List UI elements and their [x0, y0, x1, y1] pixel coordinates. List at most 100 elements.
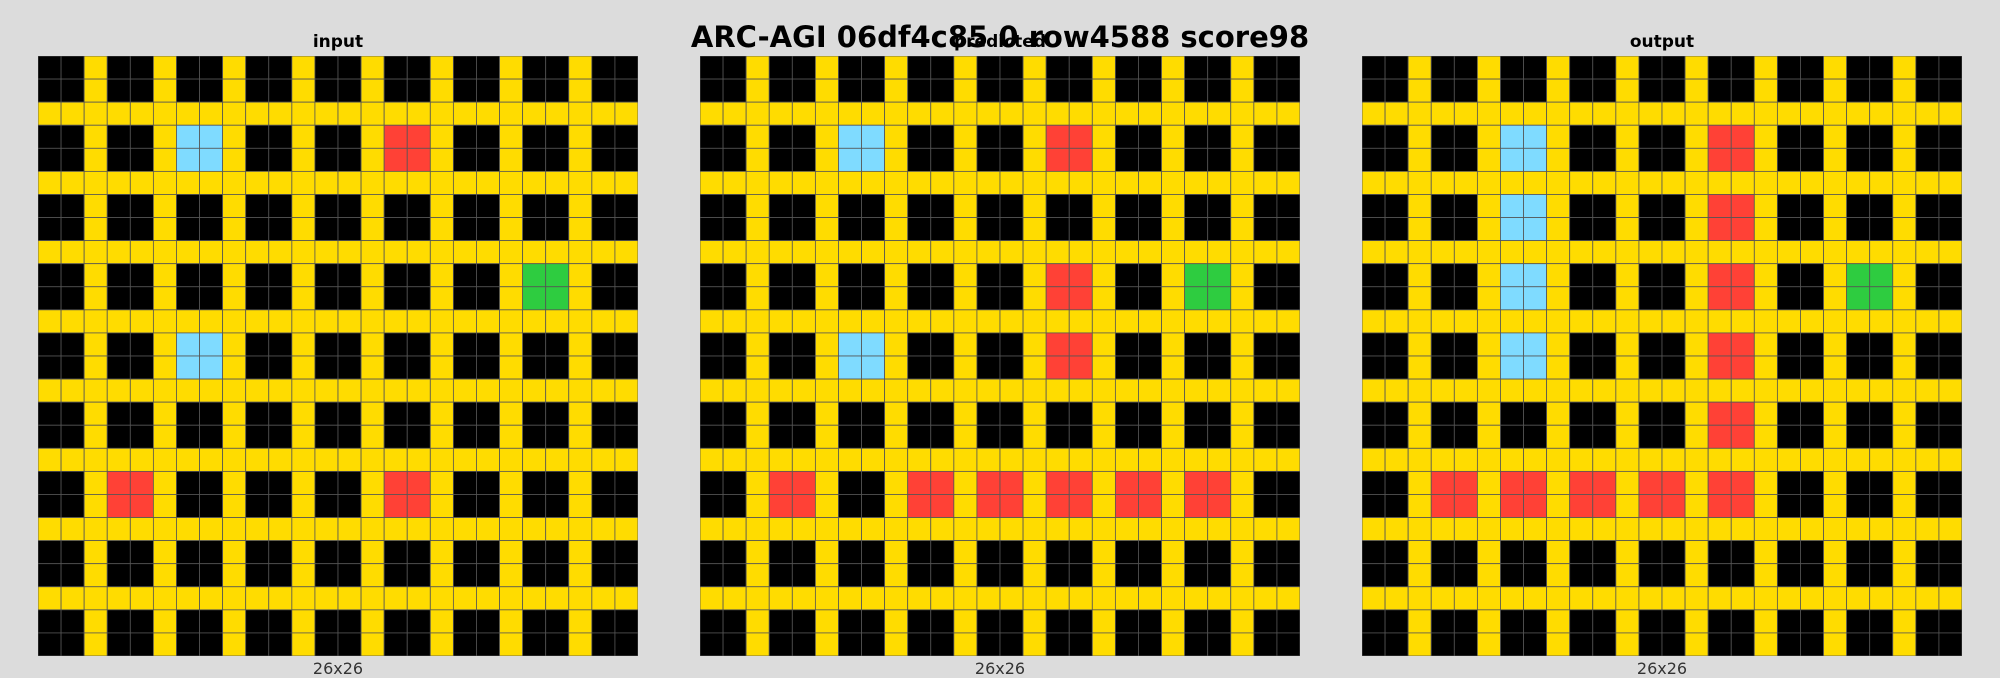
grid-cell [861, 401, 886, 426]
grid-cell [1753, 447, 1778, 472]
grid-cell [1800, 494, 1824, 518]
grid-cell [1022, 378, 1047, 403]
grid-cell [268, 447, 293, 472]
grid-cell [429, 124, 454, 149]
grid-cell [814, 563, 839, 588]
grid-cell [1068, 378, 1093, 403]
grid-cell [1546, 517, 1571, 542]
grid-cell [1091, 147, 1116, 172]
grid-cell [476, 632, 500, 656]
grid-cell [884, 609, 909, 634]
grid-cell [1753, 101, 1778, 126]
grid-cell [245, 494, 270, 518]
grid-cell [1161, 563, 1186, 588]
grid-cell [953, 78, 978, 103]
grid-cell [1230, 194, 1255, 218]
grid-cell [861, 194, 886, 218]
grid-cell [1915, 124, 1940, 149]
grid-cell [199, 332, 224, 357]
grid-cell [1615, 332, 1640, 357]
grid-cell [1184, 632, 1209, 656]
grid-cell [591, 494, 616, 518]
grid-cell [976, 355, 1001, 380]
grid-cell [1500, 332, 1524, 357]
grid-cell [1161, 470, 1186, 495]
grid-cell [722, 470, 747, 495]
grid-cell [429, 401, 454, 426]
grid-cell [1892, 78, 1917, 103]
grid-cell [476, 309, 500, 334]
grid-cell [1684, 170, 1709, 195]
grid-cell [768, 517, 793, 542]
grid-cell [406, 240, 431, 265]
grid-cell [1161, 401, 1186, 426]
grid-cell [314, 609, 339, 634]
grid-cell [337, 286, 362, 311]
grid-cell [591, 101, 616, 126]
grid-cell [591, 170, 616, 195]
grid-cell [1207, 147, 1232, 172]
grid-cell [1184, 470, 1209, 495]
grid-cell [814, 447, 839, 472]
grid-cell [1869, 147, 1894, 172]
grid-cell [1546, 56, 1571, 80]
grid-cell [1753, 263, 1778, 288]
grid-cell [1384, 401, 1409, 426]
grid-cell [1230, 263, 1255, 288]
grid-cell [591, 194, 616, 218]
grid-cell [522, 170, 547, 195]
grid-cell [907, 470, 932, 495]
grid-cell [129, 586, 154, 611]
grid-cell [1453, 217, 1478, 242]
grid-cell [83, 424, 108, 449]
grid-cell [476, 378, 500, 403]
grid-cell [176, 240, 200, 265]
grid-cell [1184, 494, 1209, 518]
grid-cell [976, 263, 1001, 288]
grid-cell [38, 56, 62, 80]
grid-cell [1230, 124, 1255, 149]
grid-cell [83, 194, 108, 218]
grid-cell [1276, 332, 1300, 357]
grid-cell [1869, 632, 1894, 656]
grid-cell [1476, 240, 1501, 265]
grid-cell [1114, 632, 1139, 656]
grid-cell [814, 494, 839, 518]
grid-cell [1476, 586, 1501, 611]
grid-cell [838, 355, 862, 380]
grid-cell [814, 355, 839, 380]
grid-cell [791, 309, 816, 334]
grid-cell [791, 147, 816, 172]
grid-cell [38, 540, 62, 565]
grid-cell [976, 563, 1001, 588]
grid-cell [1114, 586, 1139, 611]
grid-cell [1230, 240, 1255, 265]
grid-cell [1362, 78, 1386, 103]
grid-cell [907, 517, 932, 542]
grid-cell [1523, 124, 1548, 149]
grid-cell [907, 240, 932, 265]
grid-cell [1523, 170, 1548, 195]
grid-cell [1523, 309, 1548, 334]
grid-cell [1068, 540, 1093, 565]
grid-cell [452, 56, 477, 80]
grid-cell [1430, 101, 1455, 126]
grid-cell [1138, 609, 1162, 634]
grid-cell [1207, 217, 1232, 242]
grid-cell [1892, 447, 1917, 472]
grid-cell [722, 309, 747, 334]
grid-cell [176, 101, 200, 126]
grid-cell [1661, 424, 1686, 449]
grid-cell [1068, 586, 1093, 611]
grid-cell [1407, 355, 1432, 380]
grid-cell [314, 470, 339, 495]
grid-cell [199, 563, 224, 588]
grid-cell [268, 286, 293, 311]
grid-cell [745, 240, 770, 265]
grid-cell [1253, 632, 1278, 656]
grid-cell [314, 101, 339, 126]
grid-cell [245, 124, 270, 149]
grid-cell [814, 240, 839, 265]
grid-cell [1230, 170, 1255, 195]
grid-cell [545, 517, 570, 542]
